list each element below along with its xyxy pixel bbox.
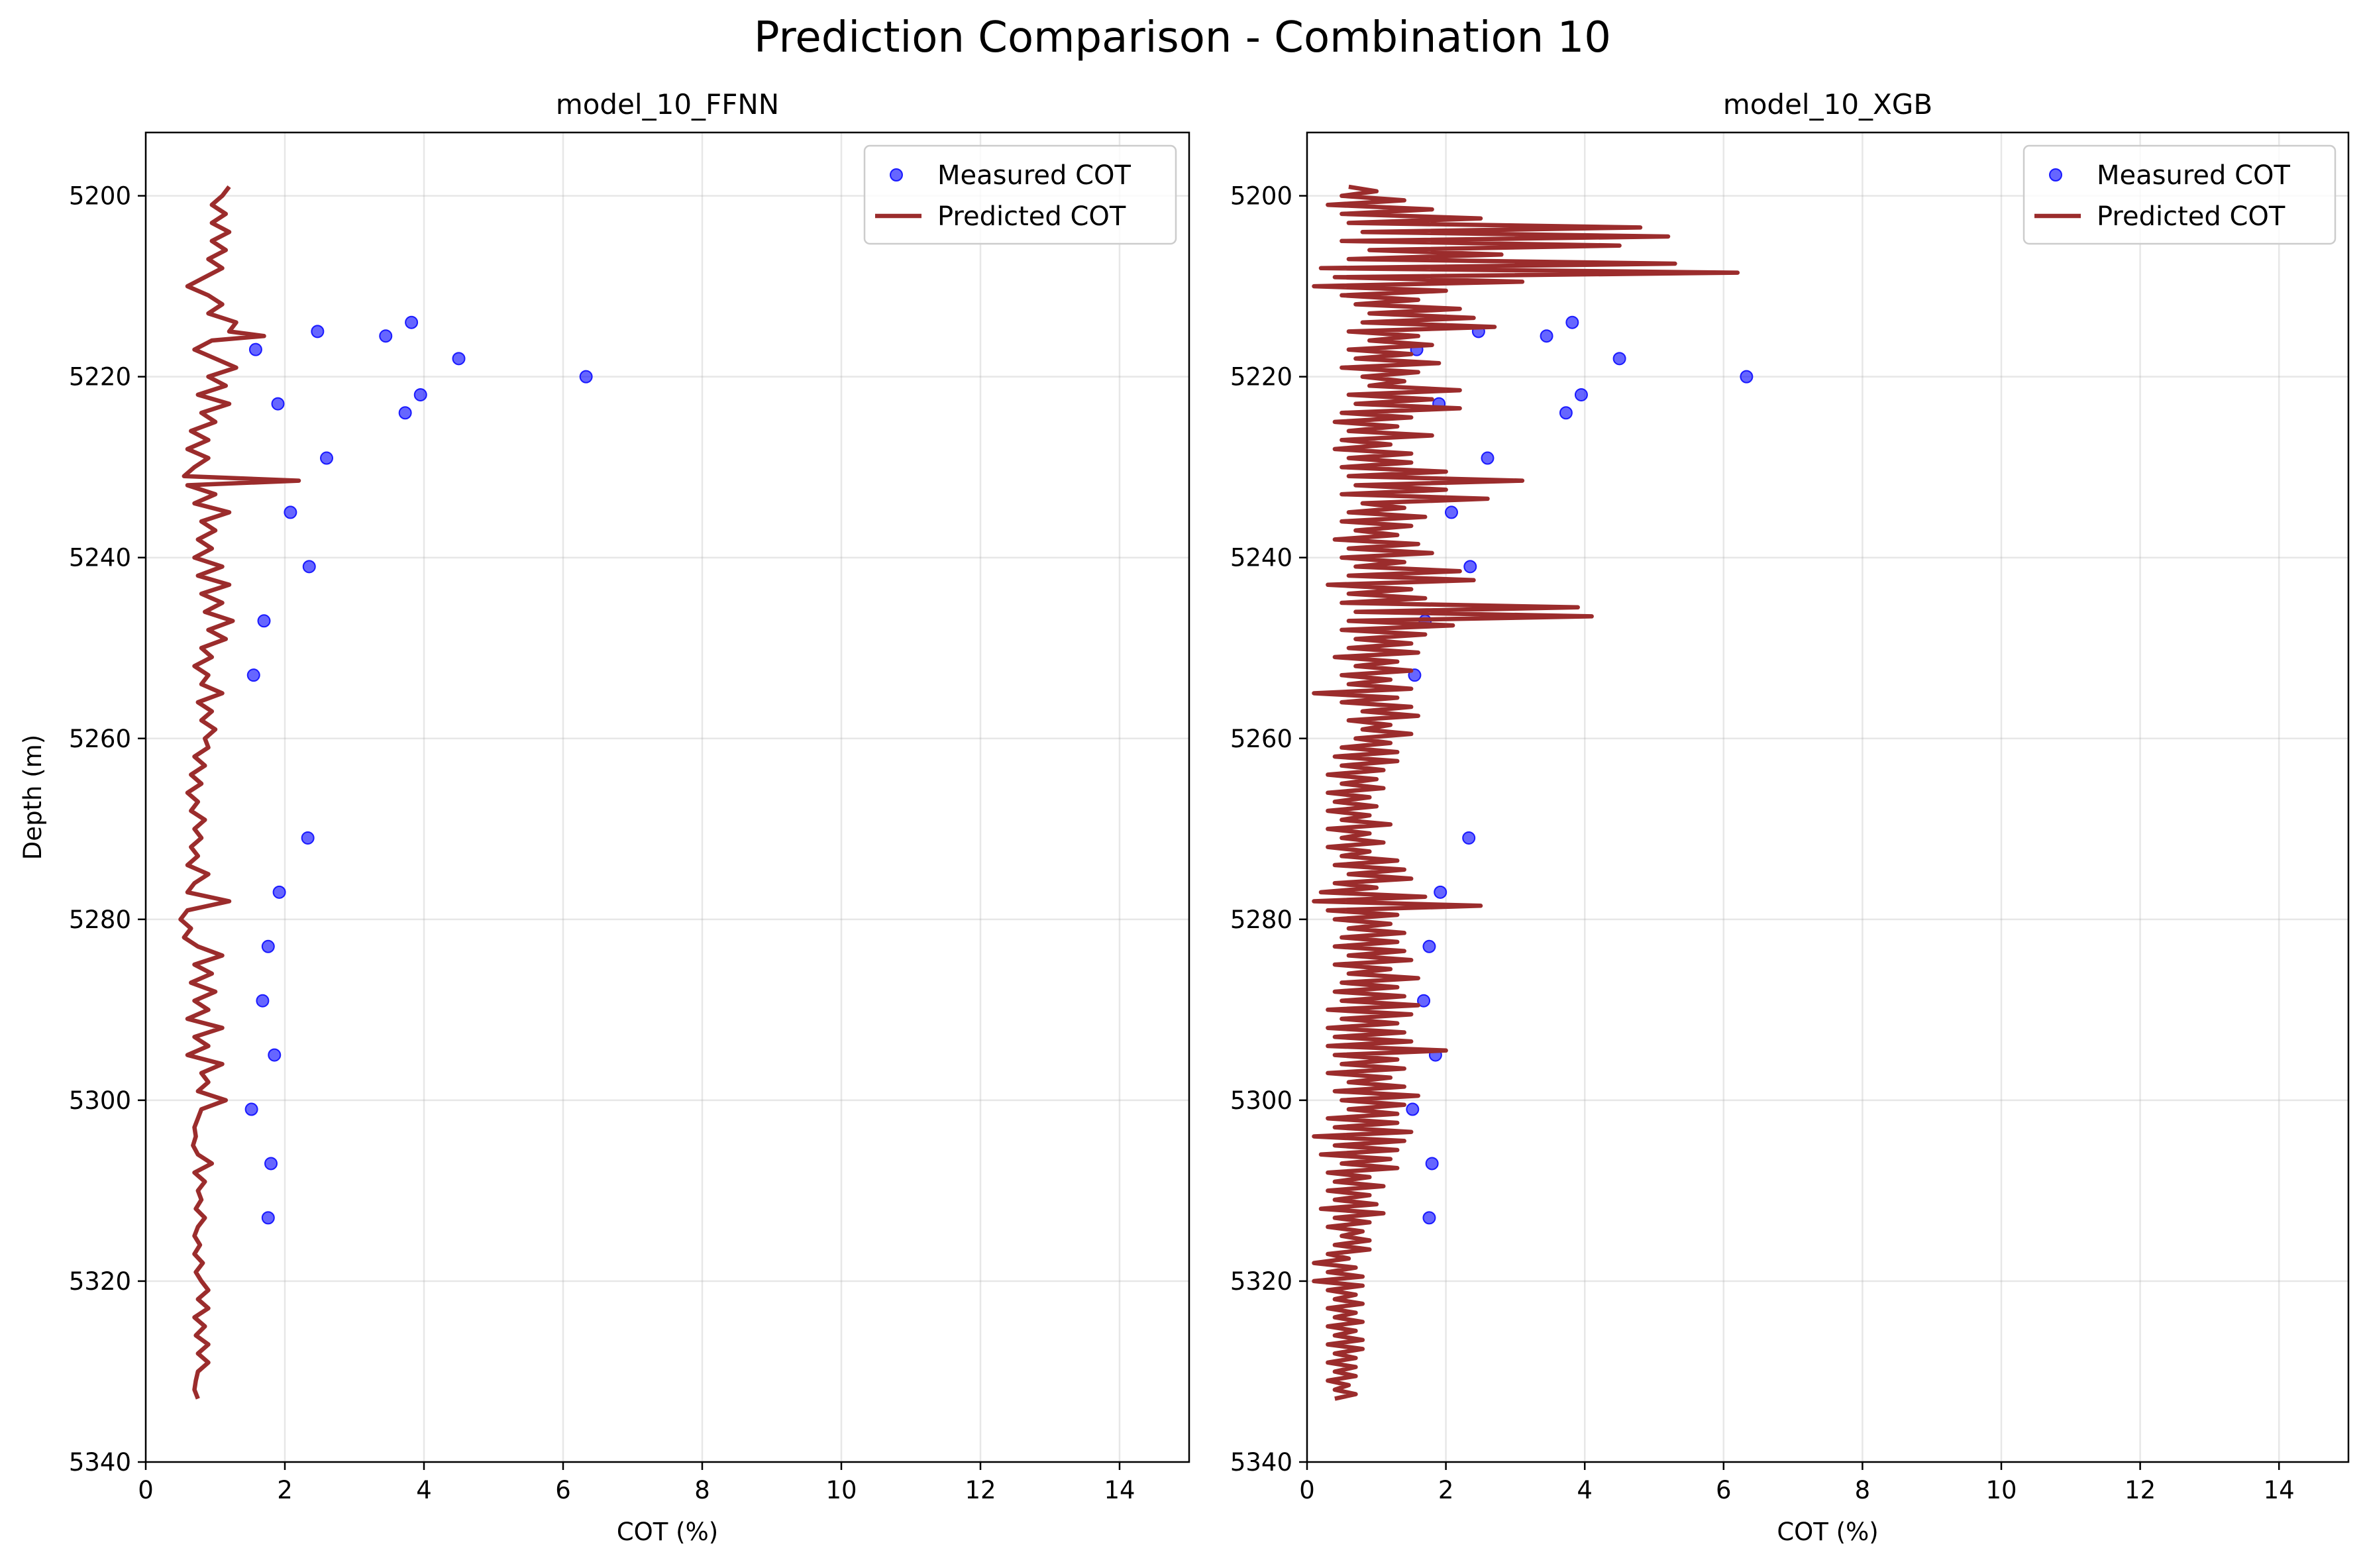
measured-point: [301, 831, 315, 845]
measured-point: [268, 1048, 282, 1062]
legend-measured-label: Measured COT: [937, 160, 1131, 191]
measured-point: [1462, 831, 1476, 845]
measured-point: [272, 885, 286, 899]
panel-2: 0 2 4 6 8 10 12 14 5200 5220 5240 5260 5280 5300 5320 5…: [1230, 88, 2350, 1546]
measured-point: [1540, 329, 1553, 343]
legend-frame: [863, 144, 1177, 245]
x-axis-label: COT (%): [617, 1518, 718, 1546]
y-axis-label: Depth (m): [19, 735, 47, 860]
x-tick-label: 10: [1985, 1476, 2017, 1504]
y-tick-label: 5240: [69, 544, 131, 572]
legend-predicted-label: Predicted COT: [2097, 201, 2286, 232]
measured-point: [1565, 315, 1579, 329]
measured-point: [246, 668, 260, 682]
y-tick-label: 5300: [1230, 1086, 1292, 1115]
x-tick-label: 4: [416, 1476, 432, 1504]
y-tick-label: 5340: [69, 1448, 131, 1477]
x-tick-label: 4: [1577, 1476, 1593, 1504]
measured-point: [452, 352, 466, 366]
measured-point: [284, 505, 297, 519]
measured-point: [244, 1102, 258, 1116]
x-tick-label: 6: [555, 1476, 571, 1504]
y-tick-label: 5260: [69, 725, 131, 753]
x-tick-label: 2: [277, 1476, 293, 1504]
figure-title: Prediction Comparison - Combination 10: [754, 13, 1611, 62]
predicted-line: [1312, 184, 1740, 1401]
measured-point: [261, 1211, 275, 1225]
y-tick-label: 5320: [1230, 1267, 1292, 1296]
x-tick-label: 0: [138, 1476, 154, 1504]
measured-point: [1422, 939, 1436, 953]
legend-measured-marker: [2049, 168, 2062, 182]
x-tick-label: 12: [965, 1476, 996, 1504]
measured-point: [264, 1157, 278, 1171]
panel-1: 0 2 4 6 8 10 12 14 5200 5220 5240 5260 5280 5300 5320 5…: [19, 88, 1190, 1546]
measured-point: [257, 614, 271, 628]
measured-point: [261, 939, 275, 953]
y-tick-label: 5200: [1230, 182, 1292, 211]
measured-point: [271, 397, 285, 411]
panels: 0 2 4 6 8 10 12 14 5200 5220 5240 5260 5280 5300 5320 5…: [19, 88, 2350, 1546]
measured-point: [1422, 1211, 1436, 1225]
legend-measured-label: Measured COT: [2097, 160, 2291, 191]
measured-point: [1481, 451, 1495, 465]
measured-point: [256, 994, 270, 1008]
y-tick-label: 5340: [1230, 1448, 1292, 1477]
measured-point: [302, 560, 316, 574]
measured-point: [311, 325, 325, 339]
legend-frame: [2023, 144, 2337, 245]
axes-frame: [1306, 131, 2350, 1463]
y-tick-label: 5220: [69, 363, 131, 392]
measured-point: [1434, 885, 1447, 899]
measured-point: [1444, 505, 1458, 519]
measured-point: [413, 388, 427, 401]
x-tick-label: 2: [1438, 1476, 1454, 1504]
x-tick-label: 8: [1855, 1476, 1871, 1504]
x-tick-label: 10: [825, 1476, 857, 1504]
y-tick-label: 5240: [1230, 544, 1292, 572]
panel-title: model_10_XGB: [1723, 88, 1932, 121]
measured-point: [398, 406, 412, 420]
y-tick-label: 5300: [69, 1086, 131, 1115]
y-tick-label: 5200: [69, 182, 131, 211]
panel-title: model_10_FFNN: [556, 88, 779, 121]
measured-point: [1740, 370, 1754, 384]
x-tick-label: 6: [1716, 1476, 1732, 1504]
legend-predicted-label: Predicted COT: [937, 201, 1126, 232]
measured-point: [320, 451, 333, 465]
y-tick-label: 5220: [1230, 363, 1292, 392]
axes-frame: [144, 131, 1190, 1463]
y-tick-label: 5320: [69, 1267, 131, 1296]
measured-point: [1406, 1102, 1420, 1116]
measured-point: [405, 315, 419, 329]
predicted-line: [178, 185, 301, 1400]
legend-measured-marker: [890, 168, 903, 182]
legend: Measured COT Predicted COT: [2023, 144, 2337, 245]
measured-point: [1417, 994, 1431, 1008]
measured-point: [1463, 560, 1477, 574]
x-tick-label: 14: [1104, 1476, 1135, 1504]
x-tick-label: 0: [1299, 1476, 1315, 1504]
x-tick-label: 12: [2125, 1476, 2156, 1504]
y-tick-label: 5280: [1230, 906, 1292, 934]
y-tick-label: 5260: [1230, 725, 1292, 753]
measured-point: [579, 370, 593, 384]
x-tick-label: 8: [694, 1476, 710, 1504]
x-tick-label: 14: [2264, 1476, 2295, 1504]
measured-point: [379, 329, 393, 343]
x-axis-label: COT (%): [1777, 1518, 1878, 1546]
y-tick-label: 5280: [69, 906, 131, 934]
measured-point: [1612, 352, 1626, 366]
measured-point: [1559, 406, 1573, 420]
measured-point: [1425, 1157, 1439, 1171]
measured-point: [1574, 388, 1588, 401]
legend: Measured COT Predicted COT: [863, 144, 1177, 245]
measured-point: [248, 342, 262, 356]
